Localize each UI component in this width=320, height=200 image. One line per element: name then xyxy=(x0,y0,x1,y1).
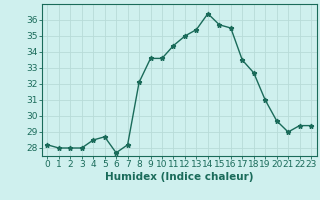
X-axis label: Humidex (Indice chaleur): Humidex (Indice chaleur) xyxy=(105,172,253,182)
